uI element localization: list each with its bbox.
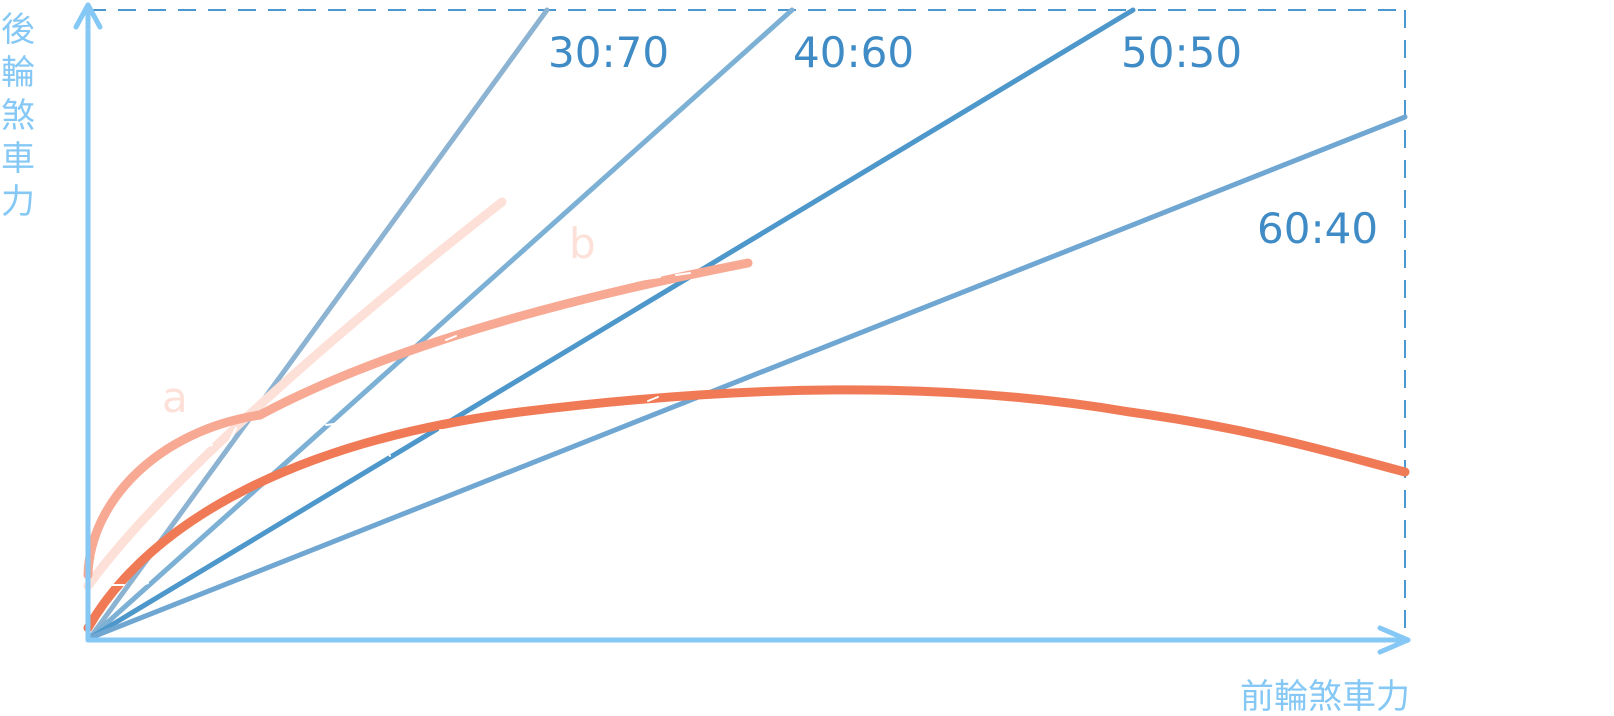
ratio-label-30-70: 30:70	[548, 28, 669, 77]
curves	[83, 197, 1410, 633]
y-title-char: 力	[1, 182, 35, 222]
y-axis-title: 後 輪 煞 車 力	[1, 10, 35, 222]
y-title-char: 車	[1, 139, 35, 179]
ratio-label-40-60: 40:60	[793, 28, 914, 77]
tick	[199, 444, 213, 448]
ratio-label-60-40: 60:40	[1257, 204, 1378, 253]
y-title-char: 後	[1, 10, 35, 50]
ratio-labels: 30:70 40:60 50:50 60:40	[548, 28, 1378, 253]
tick	[445, 335, 457, 341]
x-axis-title: 前輪煞車力	[1240, 677, 1410, 716]
tick	[424, 351, 437, 359]
tick	[675, 272, 691, 276]
dashed-frame	[88, 9, 1406, 640]
ratio-lines	[87, 7, 1408, 641]
tick	[619, 405, 631, 411]
y-title-char: 輪	[1, 53, 35, 93]
tick	[439, 429, 453, 433]
tick	[171, 577, 179, 581]
axes	[73, 2, 1411, 655]
tick	[229, 427, 237, 441]
curve-label-b: b	[569, 219, 596, 268]
curve-ticks	[87, 272, 691, 586]
tick	[183, 453, 197, 461]
curve-b	[83, 258, 753, 580]
y-axis-arrowhead	[73, 2, 103, 30]
curve-main	[83, 385, 1410, 633]
tick	[325, 423, 335, 426]
ratio-line-30-70	[87, 7, 550, 641]
tick	[647, 396, 659, 402]
x-axis-arrowhead	[1377, 625, 1411, 655]
ratio-line-40-60	[87, 7, 795, 641]
curve-label-a: a	[162, 373, 188, 422]
ratio-label-50-50: 50:50	[1121, 28, 1242, 77]
tick	[141, 582, 149, 586]
tick	[383, 445, 391, 457]
y-title-char: 煞	[1, 96, 35, 136]
ratio-line-50-50	[87, 7, 1136, 641]
tick	[645, 276, 661, 280]
ratio-line-60-40	[87, 114, 1408, 641]
